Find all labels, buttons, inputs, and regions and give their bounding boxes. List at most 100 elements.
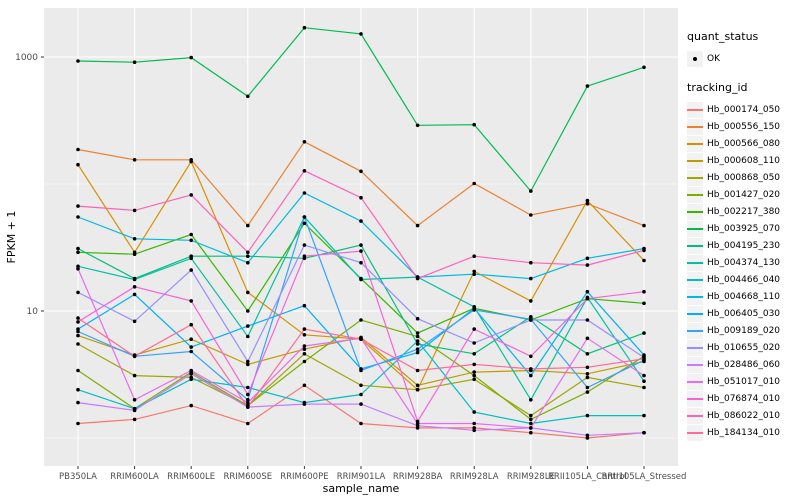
legend-key-line-icon xyxy=(687,278,703,281)
data-point xyxy=(359,383,363,388)
data-point xyxy=(302,344,307,348)
legend-tracking-id-items: Hb_000174_050 Hb_000556_150 Hb_000566_080 H… xyxy=(687,101,780,441)
data-point xyxy=(189,337,193,342)
data-point xyxy=(415,331,420,335)
x-tick-label: RRIM600LA xyxy=(110,472,159,482)
data-point xyxy=(189,193,193,197)
data-point xyxy=(76,246,80,251)
data-point xyxy=(529,430,533,435)
legend-key-line-icon xyxy=(687,159,703,162)
legend-item: Hb_000174_050 xyxy=(687,101,780,118)
data-point xyxy=(246,334,250,339)
legend-item-label: Hb_001427_020 xyxy=(707,189,781,200)
data-point xyxy=(585,296,590,301)
data-point xyxy=(302,333,307,337)
legend-key-swatch xyxy=(687,322,703,339)
data-point xyxy=(246,324,250,328)
data-point xyxy=(529,315,533,319)
data-point xyxy=(642,430,646,435)
data-point xyxy=(302,215,307,219)
data-point xyxy=(302,140,307,144)
legend-key-line-icon xyxy=(687,210,703,213)
data-point xyxy=(415,368,420,373)
data-point xyxy=(76,290,80,295)
data-point xyxy=(585,84,590,88)
data-point xyxy=(359,277,363,282)
data-point xyxy=(415,316,420,321)
data-point xyxy=(472,410,477,414)
data-point xyxy=(472,341,477,345)
data-point xyxy=(585,198,590,203)
data-point xyxy=(132,237,137,241)
legend-item-label: Hb_010655_020 xyxy=(707,342,781,353)
legend-key-line-icon xyxy=(687,380,703,383)
data-point xyxy=(642,248,646,253)
data-point xyxy=(76,400,80,405)
data-point xyxy=(415,334,420,339)
legend-key-swatch xyxy=(687,118,703,135)
data-point xyxy=(359,392,363,397)
data-point xyxy=(302,221,307,226)
data-point xyxy=(246,400,250,405)
data-point xyxy=(472,428,477,433)
data-point xyxy=(189,238,193,243)
data-point xyxy=(246,290,250,295)
data-point xyxy=(246,398,250,402)
data-point xyxy=(132,408,137,413)
legend-item: Hb_028486_060 xyxy=(687,356,780,373)
data-point xyxy=(415,347,420,352)
legend-key-swatch xyxy=(687,237,703,254)
legend-item-label: Hb_000566_080 xyxy=(707,138,781,149)
legend-item-label: Hb_051017_010 xyxy=(707,376,781,387)
data-point xyxy=(642,331,646,335)
legend-item-label: Hb_004195_230 xyxy=(707,240,781,251)
data-point xyxy=(302,303,307,308)
data-point xyxy=(246,223,250,228)
data-point xyxy=(302,254,307,258)
data-point xyxy=(302,243,307,247)
data-point xyxy=(302,359,307,364)
data-point xyxy=(76,387,80,392)
legend-item: Hb_009189_020 xyxy=(687,322,780,339)
data-point xyxy=(189,299,193,303)
data-point xyxy=(529,354,533,359)
legend-key-swatch xyxy=(687,339,703,356)
legend-item: Hb_004668_110 xyxy=(687,288,780,305)
data-point xyxy=(585,365,590,370)
legend-key-line-icon xyxy=(687,244,703,247)
data-point xyxy=(472,181,477,186)
legend-key-line-icon xyxy=(687,363,703,366)
legend-item-label: Hb_000174_050 xyxy=(707,104,781,115)
data-point xyxy=(76,329,80,334)
x-tick-label: RRIM600PE xyxy=(280,472,328,482)
data-point xyxy=(415,276,420,281)
legend-key-swatch xyxy=(687,254,703,271)
data-point xyxy=(642,373,646,378)
legend-item-label: Hb_184134_010 xyxy=(707,427,781,438)
data-point xyxy=(189,256,193,261)
data-point xyxy=(359,243,363,247)
legend-item: Hb_184134_010 xyxy=(687,424,780,441)
data-point xyxy=(415,339,420,343)
data-point xyxy=(189,322,193,327)
legend-key-swatch xyxy=(687,390,703,407)
data-point xyxy=(76,316,80,320)
data-point xyxy=(246,421,250,426)
legend-item: Hb_000868_050 xyxy=(687,169,780,186)
legend-item-quant-status-ok: OK xyxy=(687,50,720,67)
data-point xyxy=(529,413,533,418)
legend-item: Hb_004195_230 xyxy=(687,237,780,254)
x-tick-label: RRIM901LA xyxy=(337,472,386,482)
legend-key-swatch xyxy=(687,305,703,322)
data-point xyxy=(415,223,420,228)
legend-item-label: Hb_009189_020 xyxy=(707,325,781,336)
legend-key-swatch xyxy=(687,288,703,305)
data-point xyxy=(76,320,80,324)
data-point xyxy=(246,309,250,313)
data-point xyxy=(642,385,646,390)
data-point xyxy=(415,419,420,424)
data-point xyxy=(132,158,137,162)
data-point xyxy=(585,256,590,261)
legend-key-swatch xyxy=(687,220,703,237)
legend-key-swatch xyxy=(687,50,703,67)
